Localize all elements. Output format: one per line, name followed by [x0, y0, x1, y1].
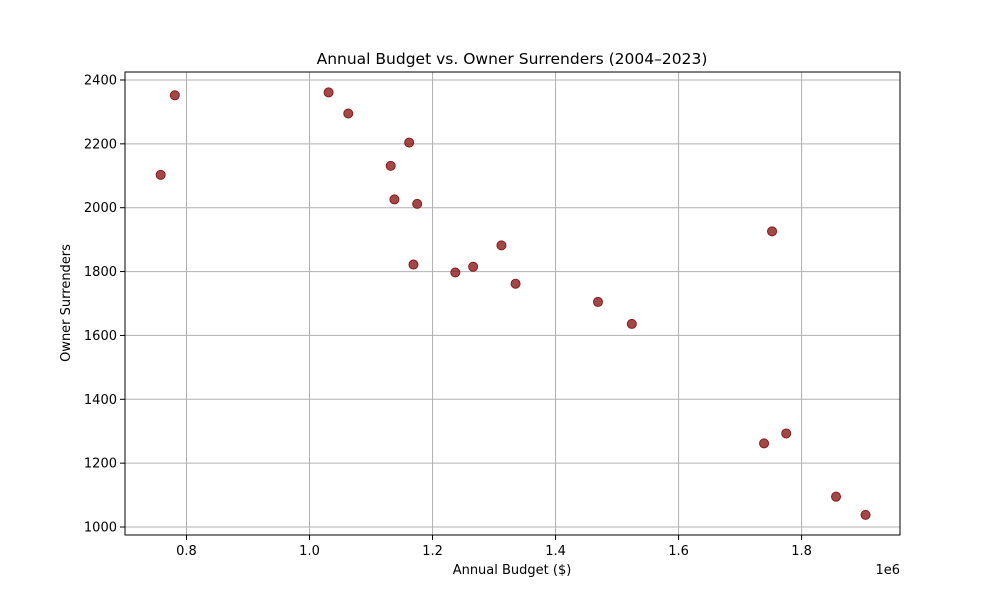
data-point [323, 87, 334, 98]
x-axis-offset-label: 1e6 [875, 563, 900, 578]
y-tick-label: 1800 [84, 265, 117, 280]
x-tick-label: 0.8 [176, 544, 197, 559]
data-point [385, 160, 396, 171]
y-axis-title: Owner Surrenders [59, 244, 74, 362]
x-tick-label: 1.4 [545, 544, 566, 559]
y-tick-label: 1400 [84, 393, 117, 408]
data-point [389, 194, 400, 205]
data-point [155, 169, 166, 180]
y-tick-label: 1200 [84, 457, 117, 472]
data-point [767, 226, 778, 237]
data-point [404, 137, 415, 148]
x-tick-label: 1.0 [299, 544, 320, 559]
data-point [831, 491, 842, 502]
data-point [510, 278, 521, 289]
data-point [496, 240, 507, 251]
x-tick-label: 1.8 [791, 544, 812, 559]
y-tick-label: 1600 [84, 329, 117, 344]
data-point [408, 259, 419, 270]
y-tick-label: 1000 [84, 521, 117, 536]
x-tick-label: 1.2 [422, 544, 443, 559]
data-points [155, 87, 871, 520]
data-point [759, 438, 770, 449]
data-point [468, 261, 479, 272]
x-axis-ticks: 0.8 1.0 1.2 1.4 1.6 1.8 [176, 535, 812, 559]
x-axis-title: Annual Budget ($) [453, 563, 572, 578]
data-point [781, 428, 792, 439]
data-point [450, 267, 461, 278]
data-point [412, 198, 423, 209]
y-tick-label: 2400 [84, 73, 117, 88]
grid-lines [125, 72, 900, 535]
data-point [169, 90, 180, 101]
y-axis-ticks: 1000 1200 1400 1600 1800 2000 2200 2400 [84, 73, 125, 536]
data-point [343, 108, 354, 119]
data-point [860, 509, 871, 520]
chart-title: Annual Budget vs. Owner Surrenders (2004… [317, 50, 708, 68]
y-tick-label: 2200 [84, 137, 117, 152]
data-point [626, 318, 637, 329]
x-tick-label: 1.6 [668, 544, 689, 559]
plot-area-frame [124, 71, 901, 536]
data-point [592, 296, 603, 307]
y-tick-label: 2000 [84, 201, 117, 216]
